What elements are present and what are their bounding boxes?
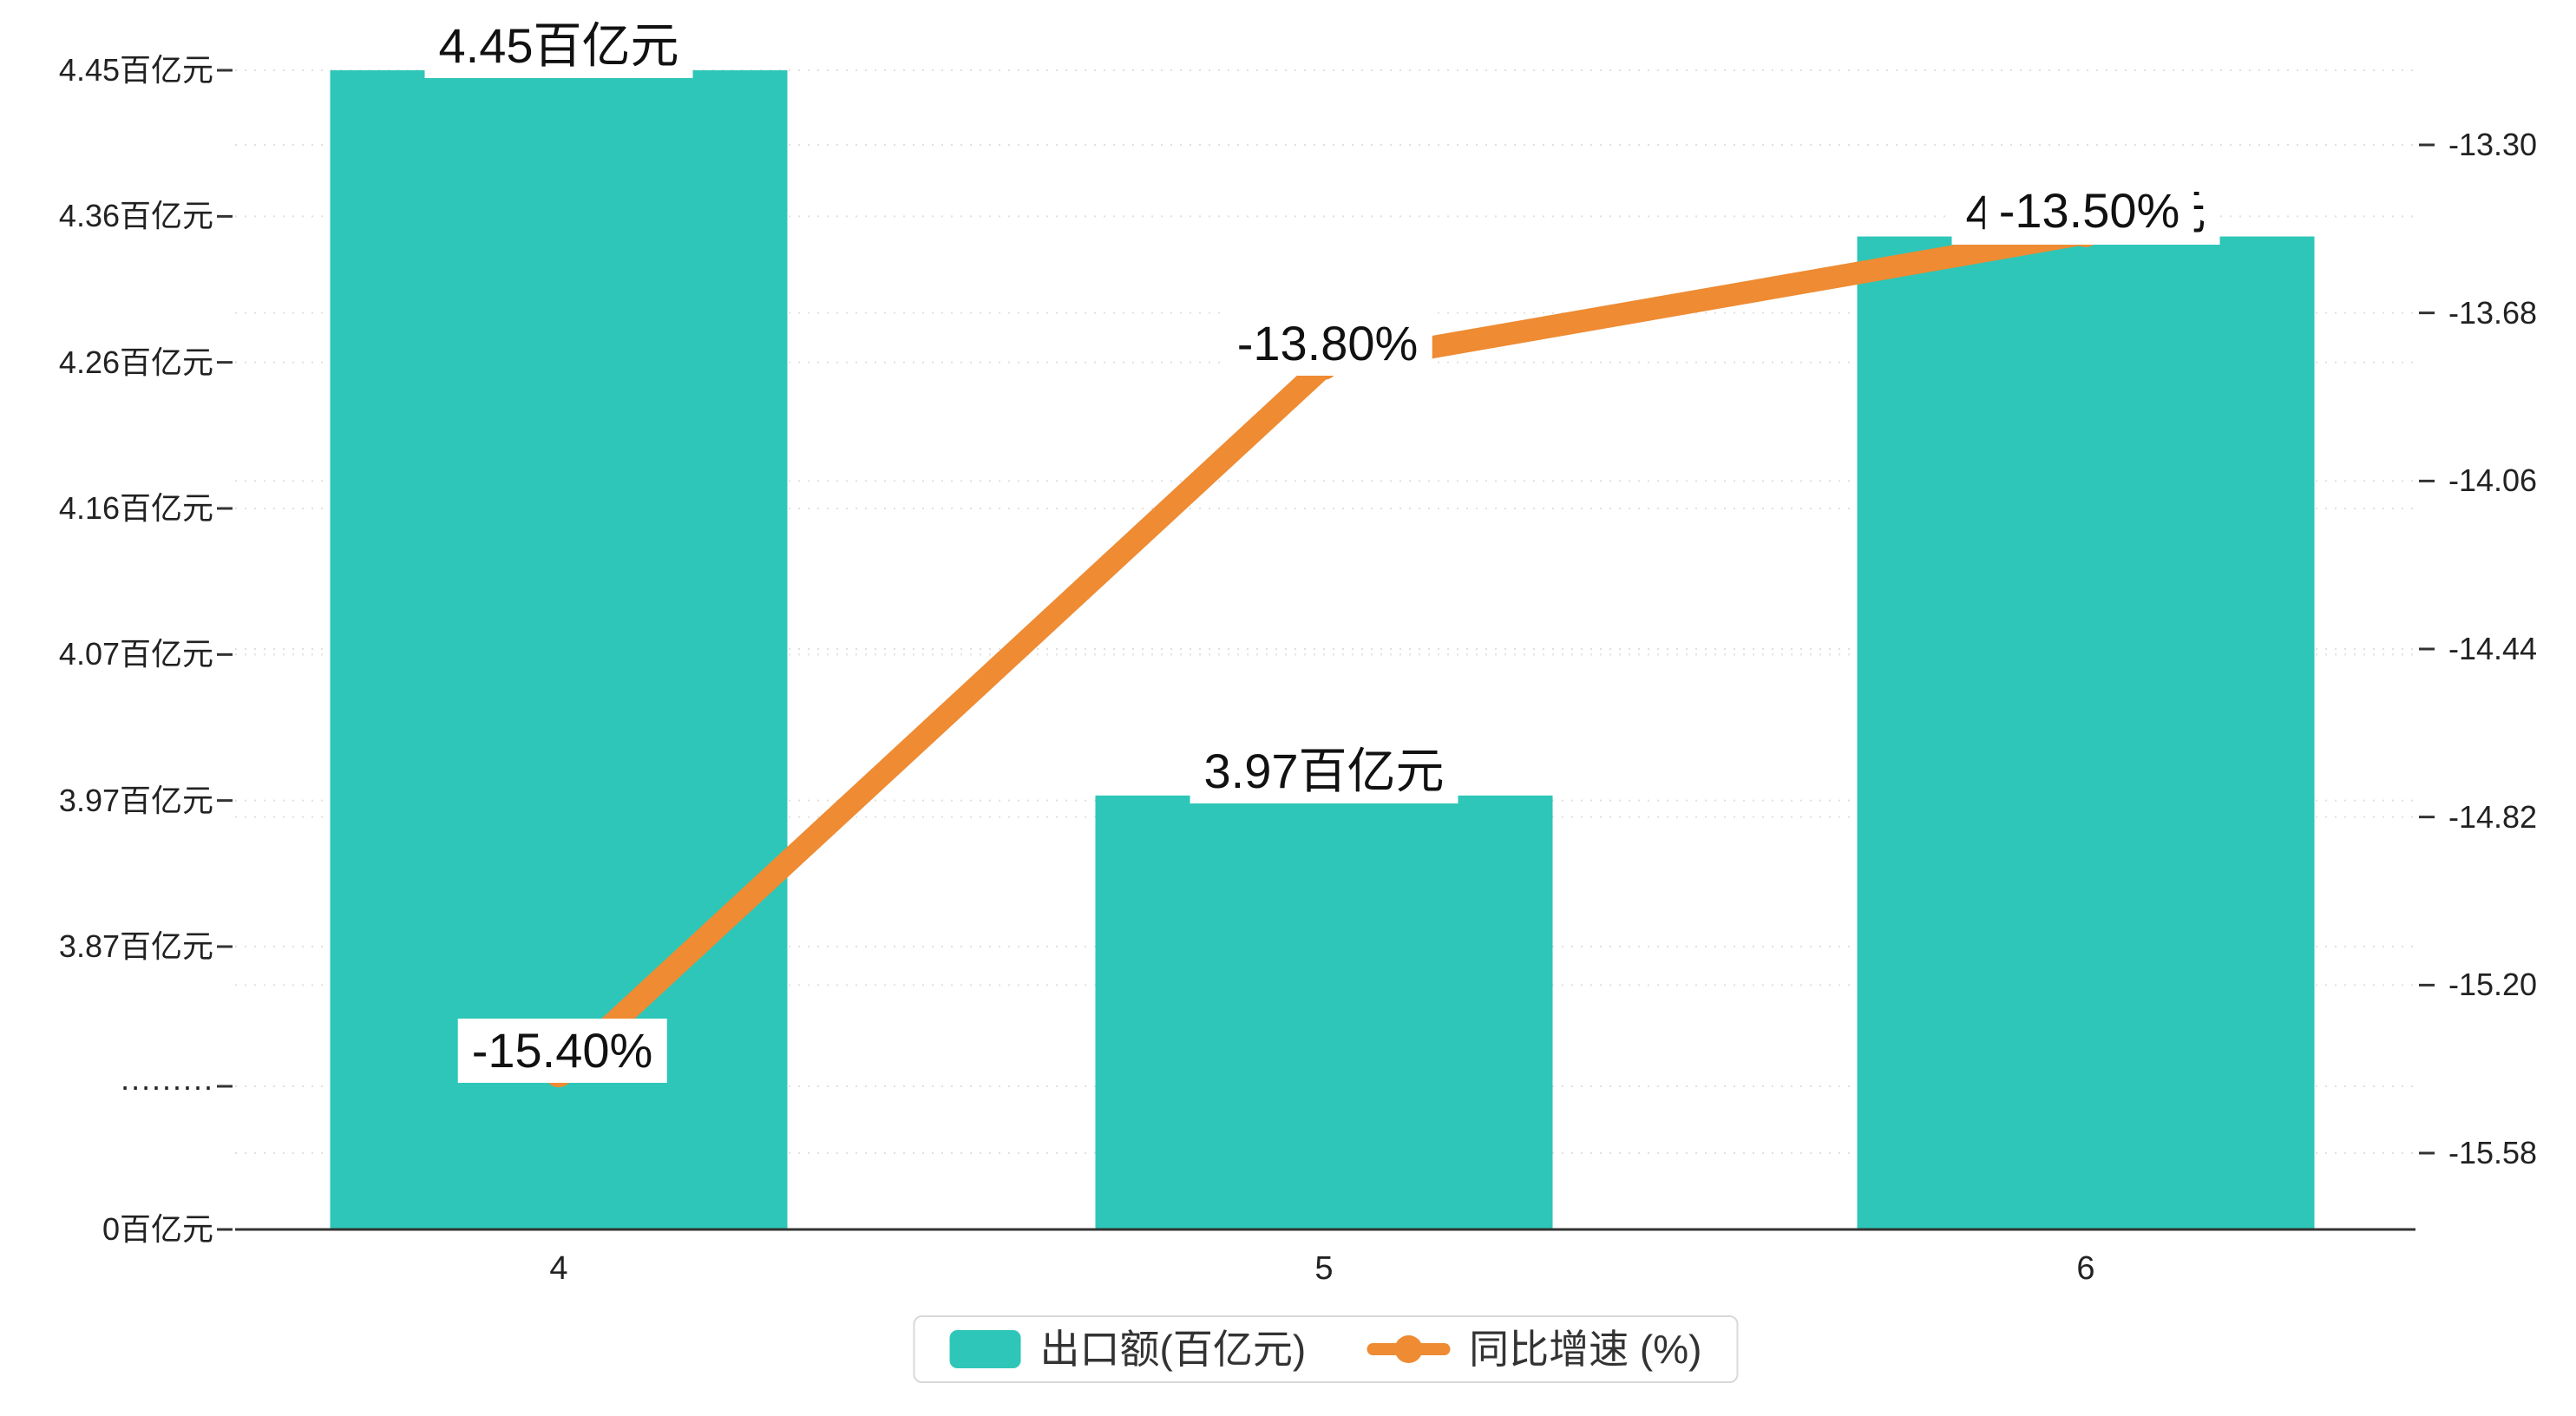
legend-label-export: 出口额(百亿元) [1039, 1327, 1307, 1372]
bar-month-6[interactable] [1857, 236, 2315, 1229]
legend-label-growth: 同比增速 (%) [1469, 1327, 1702, 1372]
line-point-month-6[interactable] [2072, 219, 2100, 247]
line-series-marker-icon [1367, 1330, 1451, 1368]
legend-item-growth[interactable]: 同比增速 (%) [1367, 1329, 1701, 1369]
bar-month-4[interactable] [330, 70, 788, 1229]
bar-month-5[interactable] [1095, 795, 1553, 1229]
line-marker-dot [1394, 1335, 1423, 1363]
legend: 出口额(百亿元) 同比增速 (%) [913, 1315, 1739, 1383]
line-point-month-4[interactable] [545, 1059, 573, 1088]
line-point-month-5[interactable] [1310, 351, 1338, 380]
legend-item-export[interactable]: 出口额(百亿元) [949, 1327, 1307, 1372]
bar-series-swatch-icon [949, 1330, 1021, 1368]
